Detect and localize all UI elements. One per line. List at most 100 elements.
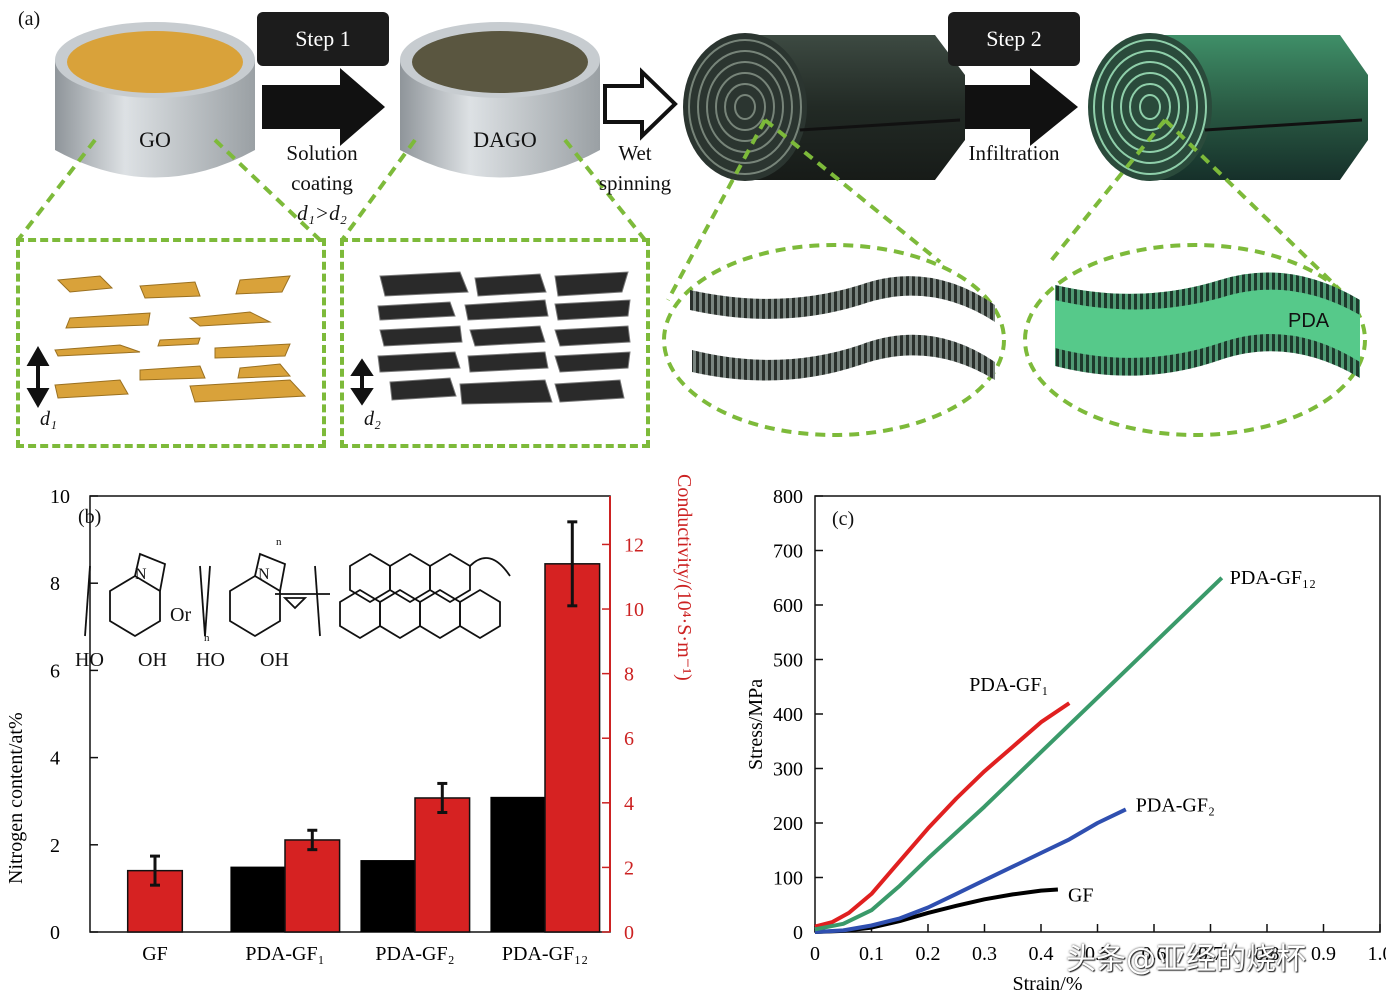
chart-c-svg: 0 100 200 300 400 500 600 700 800 0 0.1 0.2 0.3 0.4 0.… (745, 486, 1386, 995)
y-tick-label: 200 (773, 813, 803, 835)
x-axis-label: Strain/% (1013, 973, 1083, 995)
x-tick-label: 0.2 (916, 943, 941, 965)
pda-label: PDA (1288, 310, 1330, 332)
pda-fiber-sheets (1055, 272, 1360, 378)
go-flakes (54, 275, 307, 403)
panel-c: 0 100 200 300 400 500 600 700 800 0 0.1 0.2 0.3 0.4 0.… (700, 470, 1386, 1000)
nitrogen-bar (360, 860, 415, 932)
solution-caption-line1: Solution (286, 141, 358, 165)
right-tick-label: 6 (624, 728, 634, 750)
conductivity-bar (544, 563, 601, 933)
x-tick-label: 0.4 (1029, 943, 1054, 965)
chem-sub-n-2: n (276, 536, 282, 548)
category-label: PDA-GF₁₂ (502, 943, 588, 965)
d-relation: d₁>d₂ (297, 201, 347, 225)
watermark: 头条@亚经的烧杯 (1066, 942, 1306, 977)
panel-a-tag: (a) (18, 8, 41, 30)
solution-caption-line2: coating (291, 171, 353, 195)
conductivity-bar (414, 797, 471, 933)
left-tick-label: 10 (50, 486, 70, 508)
panel-c-tag: (c) (832, 508, 855, 530)
category-label: PDA-GF₁ (245, 943, 324, 965)
y-tick-label: 800 (773, 486, 803, 508)
nitrogen-bar (230, 866, 285, 932)
y-tick-label: 600 (773, 595, 803, 617)
wet-spinning-caption: Wet spinning (585, 138, 685, 198)
right-tick-label: 2 (624, 857, 634, 879)
arrow-step1 (262, 68, 385, 146)
series-line (814, 701, 1071, 929)
plot-frame-c (814, 495, 1381, 933)
right-tick-label: 8 (624, 664, 634, 686)
chem-ho-2: HO (196, 649, 225, 671)
series-label: PDA-GF₁₂ (1230, 567, 1316, 589)
right-tick-label: 4 (624, 793, 634, 815)
x-tick-label: 0.6 (1142, 943, 1167, 965)
series-label: GF (1068, 884, 1094, 906)
d1-label: d₁ (40, 408, 57, 430)
dago-inset-box (340, 238, 650, 448)
x-tick-label: 1.0 (1368, 943, 1386, 965)
wet-caption-line2: spinning (598, 171, 672, 195)
step2-box: Step 2 (948, 12, 1080, 66)
y-tick-label: 500 (773, 650, 803, 672)
x-tick-label: 0.3 (972, 943, 997, 965)
d2-label: d₂ (364, 408, 381, 430)
go-tub (55, 22, 255, 178)
left-tick-label: 4 (50, 748, 60, 770)
chem-scheme: HO OH Or HO OH N N n n (70, 536, 520, 676)
chem-ho-1: HO (75, 649, 104, 671)
chem-n-2: N (258, 566, 270, 583)
arrow-step2 (955, 68, 1078, 146)
left-tick-label: 6 (50, 660, 60, 682)
fiber-roll-pda (1088, 33, 1368, 181)
fiber-roll (683, 33, 965, 181)
dago-tub (400, 22, 600, 178)
series-label: PDA-GF₁ (969, 674, 1048, 696)
dago-flakes (377, 271, 631, 405)
left-tick-label: 0 (50, 922, 60, 944)
category-label: PDA-GF₂ (375, 943, 454, 965)
chem-sub-n-1: n (204, 632, 210, 644)
step1-box: Step 1 (257, 12, 389, 66)
series-label: PDA-GF₂ (1136, 794, 1215, 816)
x-tick-label: 0.8 (1255, 943, 1280, 965)
wet-caption-line1: Wet (618, 141, 652, 165)
chem-oh-1: OH (138, 649, 167, 671)
chem-n-1: N (135, 566, 147, 583)
x-tick-label: 0.1 (859, 943, 884, 965)
right-axis-label: Conductivity/(10⁴·S·m⁻¹) (673, 474, 695, 681)
series-line (814, 576, 1224, 932)
go-inset-box (16, 238, 326, 448)
y-tick-label: 700 (773, 541, 803, 563)
go-label: GO (139, 127, 171, 152)
x-tick-label: 0 (810, 943, 820, 965)
right-tick-label: 0 (624, 922, 634, 944)
series-line (814, 807, 1127, 934)
left-tick-label: 2 (50, 835, 60, 857)
arrow-wet-spinning (603, 67, 678, 141)
panel-a-illustration (16, 22, 1368, 437)
y-axis-label: Stress/MPa (745, 679, 767, 770)
chem-oh-2: OH (260, 649, 289, 671)
fiber-sheets (690, 276, 995, 381)
chem-or: Or (170, 604, 192, 626)
x-tick-label: 0.9 (1311, 943, 1336, 965)
right-tick-label: 12 (624, 534, 644, 556)
panel-a: (a) (0, 0, 1386, 460)
chart-b-svg: 0 2 4 6 8 10 0 2 4 6 8 10 12 Nitrogen content/at% Cond… (5, 474, 695, 965)
y-tick-label: 100 (773, 868, 803, 890)
dago-label: DAGO (473, 127, 537, 152)
solution-caption: Solution coating d₁>d₂ (262, 138, 382, 228)
x-tick-label: 0.5 (1085, 943, 1110, 965)
conductivity-bar (284, 839, 341, 933)
right-tick-label: 10 (624, 599, 644, 621)
left-tick-label: 8 (50, 573, 60, 595)
category-label: GF (142, 943, 168, 965)
left-axis-label: Nitrogen content/at% (5, 712, 27, 884)
nitrogen-bar (490, 796, 545, 932)
chem-structures (84, 552, 511, 640)
panel-b: 0 2 4 6 8 10 0 2 4 6 8 10 12 Nitrogen content/at% Cond… (0, 470, 700, 1000)
infiltration-caption: Infiltration (968, 141, 1060, 165)
x-tick-label: 0.7 (1198, 943, 1223, 965)
